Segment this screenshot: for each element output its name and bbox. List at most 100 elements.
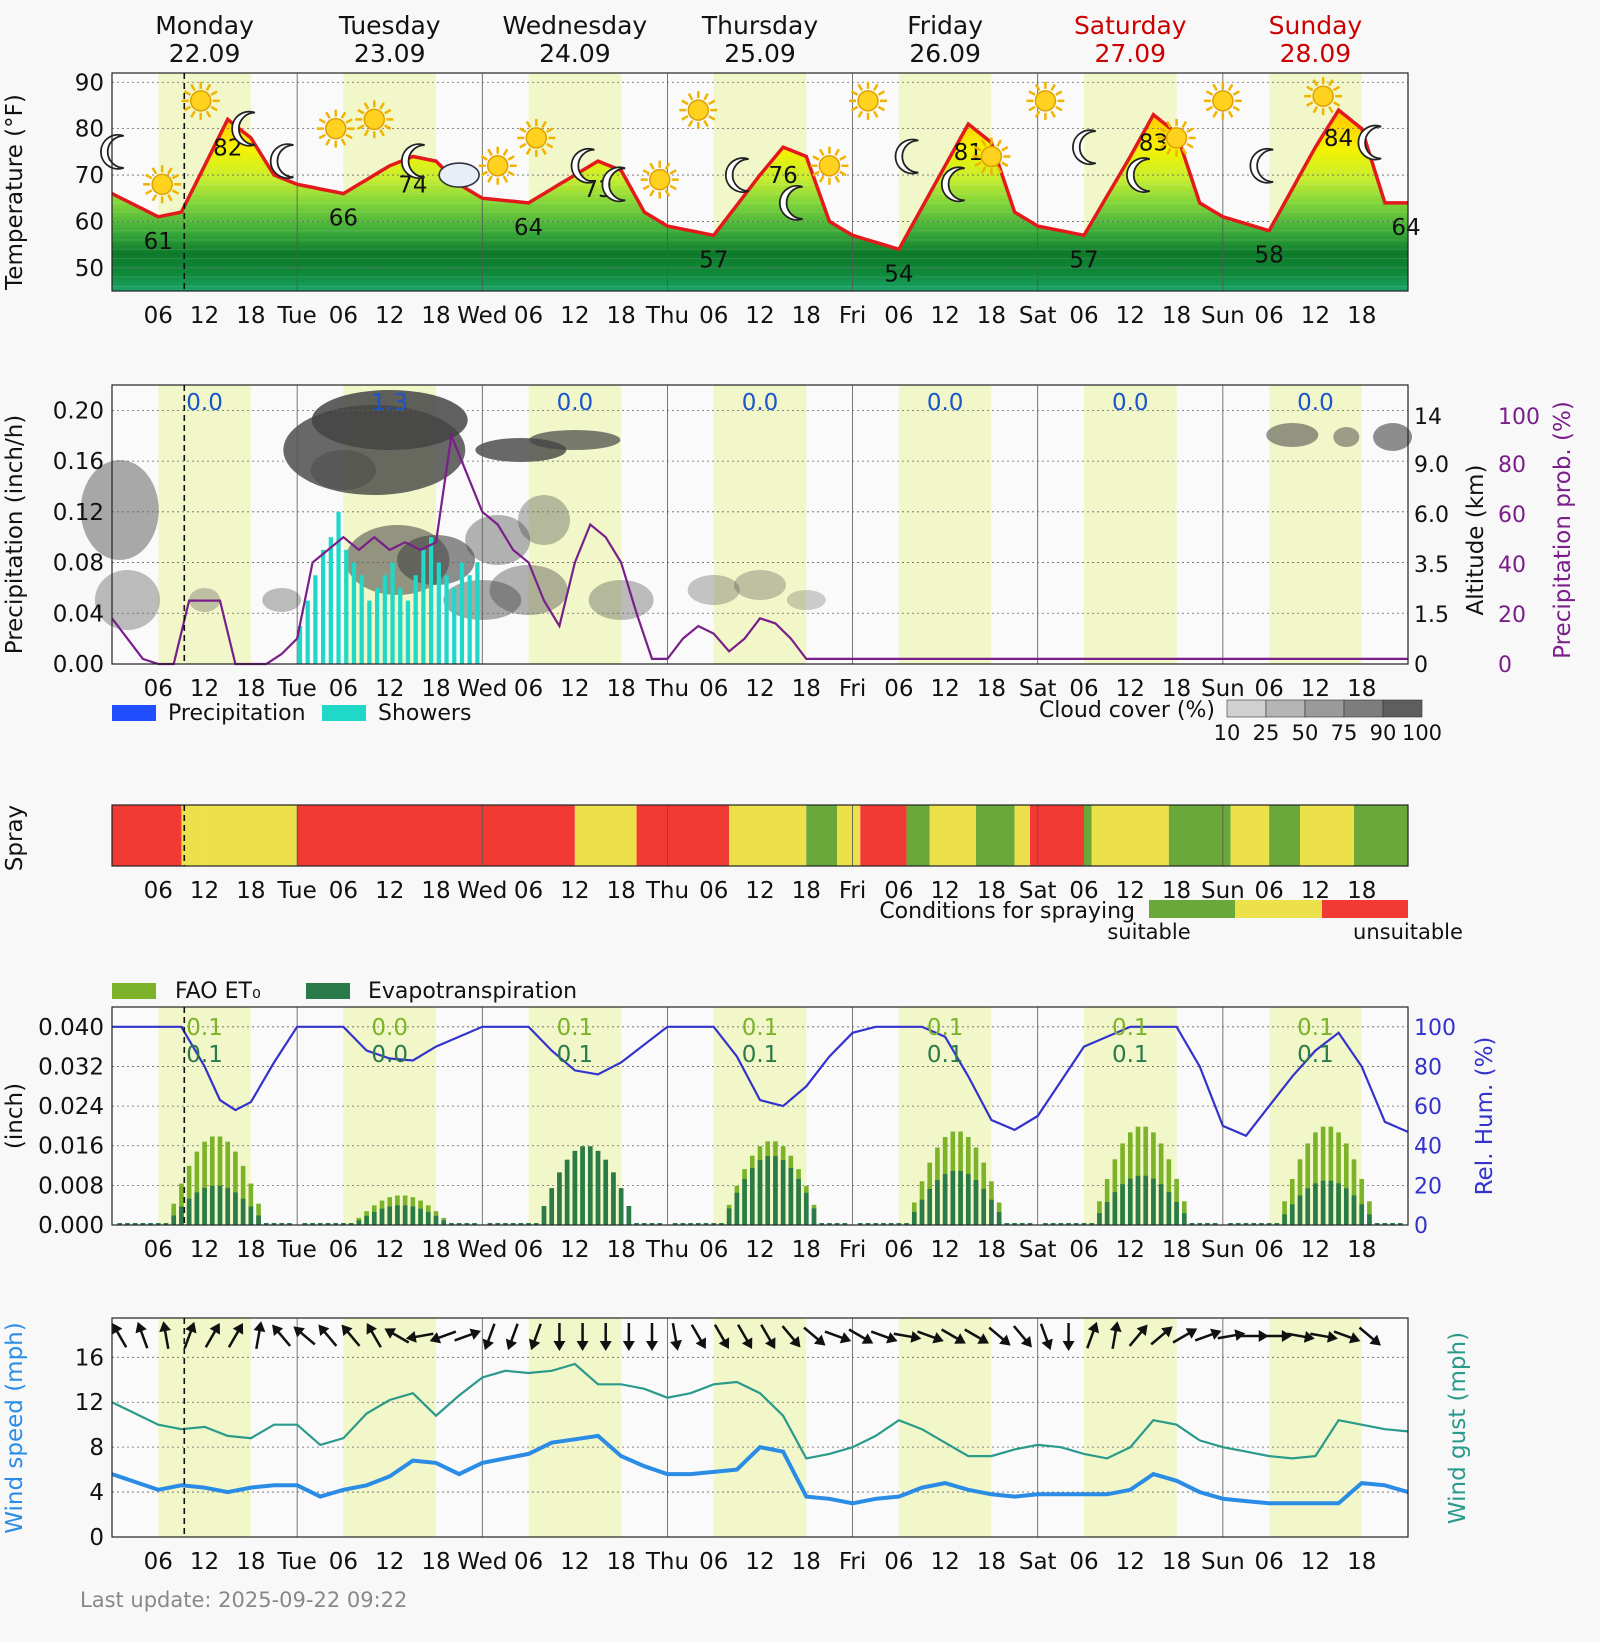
x-tick-label: 18 xyxy=(1162,303,1191,329)
wind-direction-arrow xyxy=(1263,1330,1292,1342)
x-tick-label: 18 xyxy=(607,1237,636,1263)
x-tick-label: 12 xyxy=(1301,878,1330,904)
evapotranspiration-bar xyxy=(1166,1192,1172,1225)
evapotranspiration-bar xyxy=(364,1215,369,1225)
evapotranspiration-bar xyxy=(387,1206,393,1225)
evapotranspiration-bar xyxy=(1336,1183,1341,1225)
evapotranspiration-bar xyxy=(1320,1180,1326,1225)
spray-segment xyxy=(1354,805,1408,866)
precip-y-tick: 0.20 xyxy=(53,398,104,424)
humidity-tick: 60 xyxy=(1414,1095,1442,1120)
moon-icon xyxy=(269,143,294,179)
evapotranspiration-bar xyxy=(441,1220,447,1225)
fao-bar xyxy=(194,1151,200,1225)
shower-bar xyxy=(398,587,403,664)
shower-bar xyxy=(475,562,480,664)
arrow-head xyxy=(646,1341,658,1351)
evapotranspiration-bar xyxy=(1359,1204,1365,1225)
arrow-head xyxy=(1161,1326,1173,1338)
x-tick-label: 12 xyxy=(560,1237,589,1263)
evapotranspiration-bar xyxy=(989,1199,994,1225)
spray-legend-low: suitable xyxy=(1107,920,1190,944)
probability-tick: 80 xyxy=(1498,453,1526,478)
panel-border xyxy=(111,72,1409,292)
sun-icon xyxy=(316,109,355,148)
cloud-legend-tick: 25 xyxy=(1253,721,1280,745)
wind-direction-arrow xyxy=(1109,1321,1122,1350)
daily-evapo-total: 0.1 xyxy=(186,1042,223,1068)
sun-ray xyxy=(1034,83,1041,92)
sun-ray xyxy=(1050,110,1057,118)
cloud-cover-blob xyxy=(588,580,654,620)
arrow-head xyxy=(553,1341,566,1351)
evapotranspiration-bar xyxy=(202,1187,207,1225)
fao-bar xyxy=(1351,1159,1357,1225)
x-tick-label: 06 xyxy=(1069,676,1098,702)
evapotranspiration-bar xyxy=(1343,1188,1349,1225)
sun-ray xyxy=(502,148,509,156)
wind-direction-arrow xyxy=(1333,1330,1361,1344)
x-tick-label: Tue xyxy=(276,303,316,329)
arrow-head xyxy=(910,1330,922,1343)
evapotranspiration-bar xyxy=(1181,1213,1187,1225)
legend-precip-swatch xyxy=(112,705,156,721)
sun-ray xyxy=(980,139,987,147)
x-tick-label: 06 xyxy=(144,303,173,329)
x-tick-label: 12 xyxy=(1301,1237,1330,1263)
sun-ray xyxy=(974,145,982,152)
arrow-head xyxy=(1258,1330,1269,1342)
spray-segment xyxy=(181,805,205,866)
sun-ray xyxy=(669,169,677,175)
arrow-head xyxy=(1020,1335,1032,1348)
x-tick-label: 18 xyxy=(421,303,450,329)
moon-icon xyxy=(725,157,749,193)
x-tick-label: 18 xyxy=(1162,1237,1191,1263)
sun-ray xyxy=(1212,83,1218,92)
evapotranspiration-bar xyxy=(333,1223,339,1225)
sun-ray xyxy=(834,148,841,156)
day-name-sunday: Sunday xyxy=(1269,11,1363,40)
x-tick-label: 06 xyxy=(329,1237,358,1263)
daylight-band xyxy=(713,385,807,664)
cloud-cover-blob xyxy=(786,590,826,610)
day-name-monday: Monday xyxy=(155,11,254,40)
altitude-tick: 1.5 xyxy=(1414,603,1449,628)
sun-ray xyxy=(345,133,353,140)
evapotranspiration-bar xyxy=(587,1146,593,1225)
temperature-y-tick: 50 xyxy=(75,256,104,282)
probability-tick: 20 xyxy=(1498,603,1526,628)
sun-ray xyxy=(1332,85,1341,92)
evapotranspiration-bar xyxy=(287,1223,292,1225)
evapotranspiration-bar xyxy=(919,1199,925,1225)
sun-ray xyxy=(839,155,847,161)
arrow-head xyxy=(765,1337,776,1349)
evapotranspiration-bar xyxy=(410,1206,416,1225)
x-tick-label: 18 xyxy=(236,878,265,904)
fao-bar xyxy=(171,1203,177,1225)
moon-icon xyxy=(779,185,803,221)
sun-ray xyxy=(850,105,859,112)
x-tick-label: Sun xyxy=(1201,878,1245,904)
arrow-head xyxy=(341,1324,353,1337)
arrow-head xyxy=(1109,1321,1122,1333)
sun-ray xyxy=(1028,105,1036,112)
sun-ray xyxy=(171,189,180,195)
daylight-band xyxy=(158,385,251,664)
moon-icon xyxy=(601,166,626,203)
x-tick-label: 18 xyxy=(1162,676,1191,702)
wind-direction-arrow xyxy=(576,1323,589,1351)
evapotranspiration-bar xyxy=(132,1223,138,1225)
arrow-head xyxy=(718,1337,730,1349)
x-tick-label: 18 xyxy=(1347,1549,1376,1575)
wind-direction-arrow xyxy=(1128,1324,1148,1347)
cloud-legend-tick: 100 xyxy=(1402,721,1442,745)
evapotranspiration-bar xyxy=(1197,1223,1203,1225)
altitude-tick: 0 xyxy=(1414,653,1428,678)
x-tick-label: Thu xyxy=(645,676,689,702)
cloud-cover-blob xyxy=(1266,423,1319,447)
x-tick-label: 12 xyxy=(190,878,219,904)
arrow-head xyxy=(232,1323,244,1335)
arrow-head xyxy=(272,1324,284,1337)
evapotranspiration-bar xyxy=(140,1223,146,1225)
evapotranspiration-bar xyxy=(464,1223,470,1225)
